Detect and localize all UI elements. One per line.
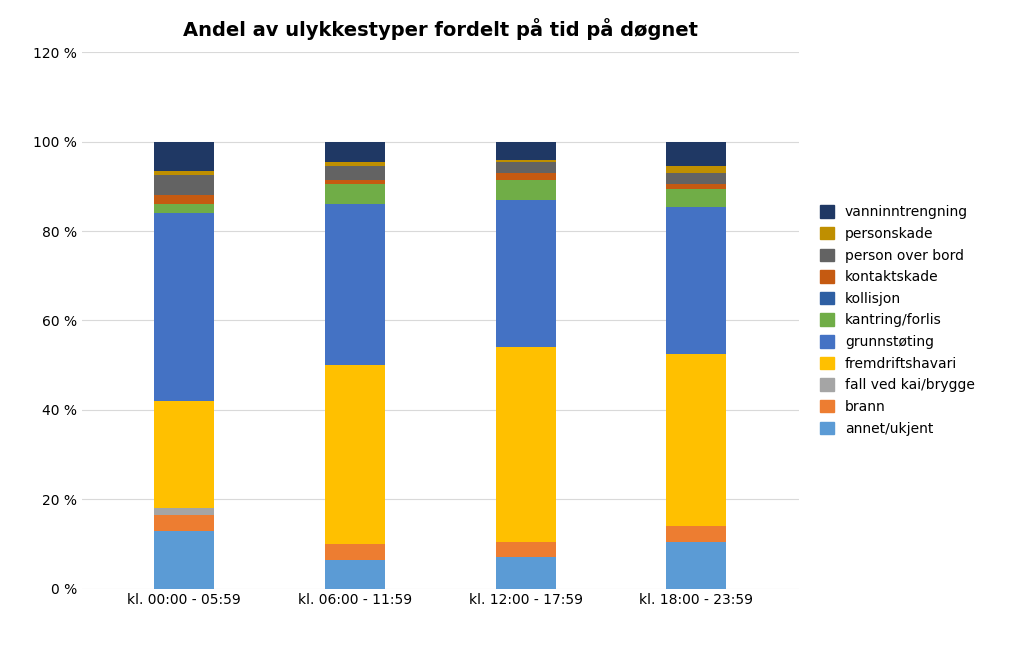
Bar <box>155 204 214 213</box>
Bar <box>155 171 214 175</box>
Bar <box>326 365 385 544</box>
Bar <box>326 166 385 180</box>
Bar <box>155 530 214 589</box>
Bar <box>155 175 214 196</box>
Bar <box>496 142 555 160</box>
Bar <box>496 542 555 557</box>
Bar <box>326 544 385 560</box>
Bar <box>667 207 726 354</box>
Bar <box>496 180 555 199</box>
Bar <box>496 162 555 173</box>
Bar <box>667 173 726 184</box>
Bar <box>155 515 214 530</box>
Bar <box>496 557 555 589</box>
Bar <box>667 188 726 207</box>
Bar <box>496 199 555 347</box>
Bar <box>667 354 726 526</box>
Bar <box>496 173 555 180</box>
Bar <box>155 213 214 401</box>
Bar <box>326 142 385 162</box>
Bar <box>326 184 385 204</box>
Bar <box>667 542 726 589</box>
Bar <box>326 204 385 365</box>
Bar <box>326 180 385 184</box>
Bar <box>667 166 726 173</box>
Bar <box>155 196 214 204</box>
Bar <box>155 401 214 508</box>
Legend: vanninntrengning, personskade, person over bord, kontaktskade, kollisjon, kantri: vanninntrengning, personskade, person ov… <box>820 205 975 436</box>
Bar <box>326 560 385 589</box>
Bar <box>667 526 726 542</box>
Bar <box>496 160 555 162</box>
Bar <box>155 142 214 171</box>
Bar <box>496 347 555 542</box>
Bar <box>667 184 726 188</box>
Bar <box>326 162 385 166</box>
Title: Andel av ulykkestyper fordelt på tid på døgnet: Andel av ulykkestyper fordelt på tid på … <box>183 18 697 40</box>
Bar <box>667 142 726 166</box>
Bar <box>155 508 214 515</box>
